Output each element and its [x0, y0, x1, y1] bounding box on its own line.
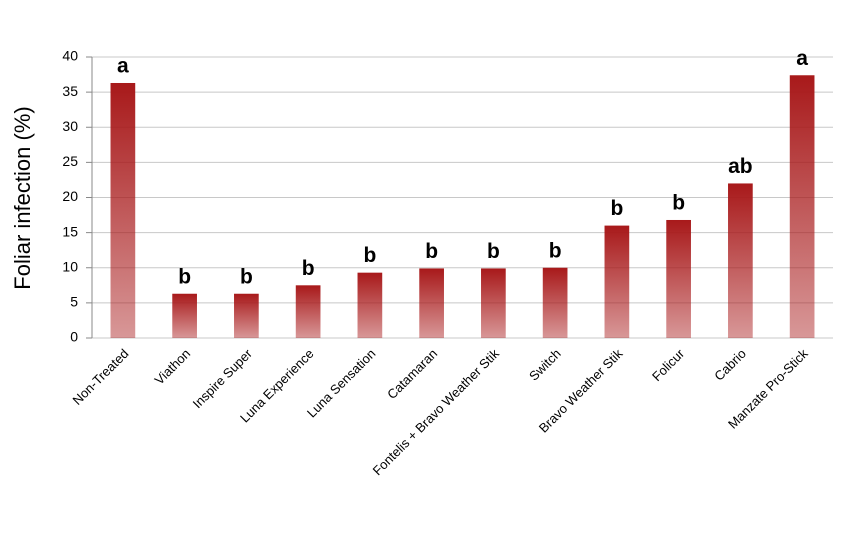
bar: [110, 82, 136, 339]
annotation: a: [117, 55, 129, 78]
y-tick-label: 15: [62, 223, 78, 239]
annotation: b: [549, 239, 562, 262]
y-axis-label: Foliar infection (%): [10, 106, 35, 289]
annotation: b: [302, 257, 315, 280]
y-tick-label: 35: [62, 83, 78, 99]
y-tick-label: 40: [62, 48, 78, 64]
bar: [481, 268, 506, 338]
x-tick-label: Catamaran: [384, 346, 440, 402]
bar: [234, 293, 259, 338]
y-tick-label: 0: [70, 329, 78, 345]
bar: [295, 285, 321, 338]
x-tick-label: Inspire Super: [190, 345, 256, 411]
x-tick-label: Fontelis + Bravo Weather Stik: [370, 346, 503, 479]
y-tick-label: 25: [62, 153, 78, 169]
annotation: b: [487, 240, 500, 263]
annotation: b: [425, 240, 438, 263]
x-tick-label: Folicur: [649, 345, 688, 384]
x-tick-label: Viathon: [152, 346, 194, 388]
y-tick-label: 30: [62, 118, 78, 134]
y-tick-label: 20: [62, 188, 78, 204]
annotation: b: [178, 265, 191, 288]
bar: [542, 267, 568, 338]
annotation: b: [610, 197, 623, 220]
annotation: b: [240, 265, 253, 288]
y-tick-label: 5: [70, 294, 78, 310]
annotation: a: [796, 47, 808, 70]
bar: [419, 268, 444, 338]
annotation: b: [672, 192, 685, 215]
bar: [789, 75, 815, 338]
x-tick-label: Switch: [526, 346, 564, 384]
annotation: ab: [728, 155, 753, 178]
bar: [604, 225, 630, 338]
annotation: b: [363, 244, 376, 267]
y-tick-label: 10: [62, 258, 78, 274]
bar: [357, 272, 383, 338]
x-tick-label: Cabrio: [711, 346, 749, 384]
bar: [666, 219, 691, 338]
bar: [728, 183, 753, 338]
bar: [172, 293, 197, 338]
x-tick-label: Non-Treated: [70, 346, 132, 408]
